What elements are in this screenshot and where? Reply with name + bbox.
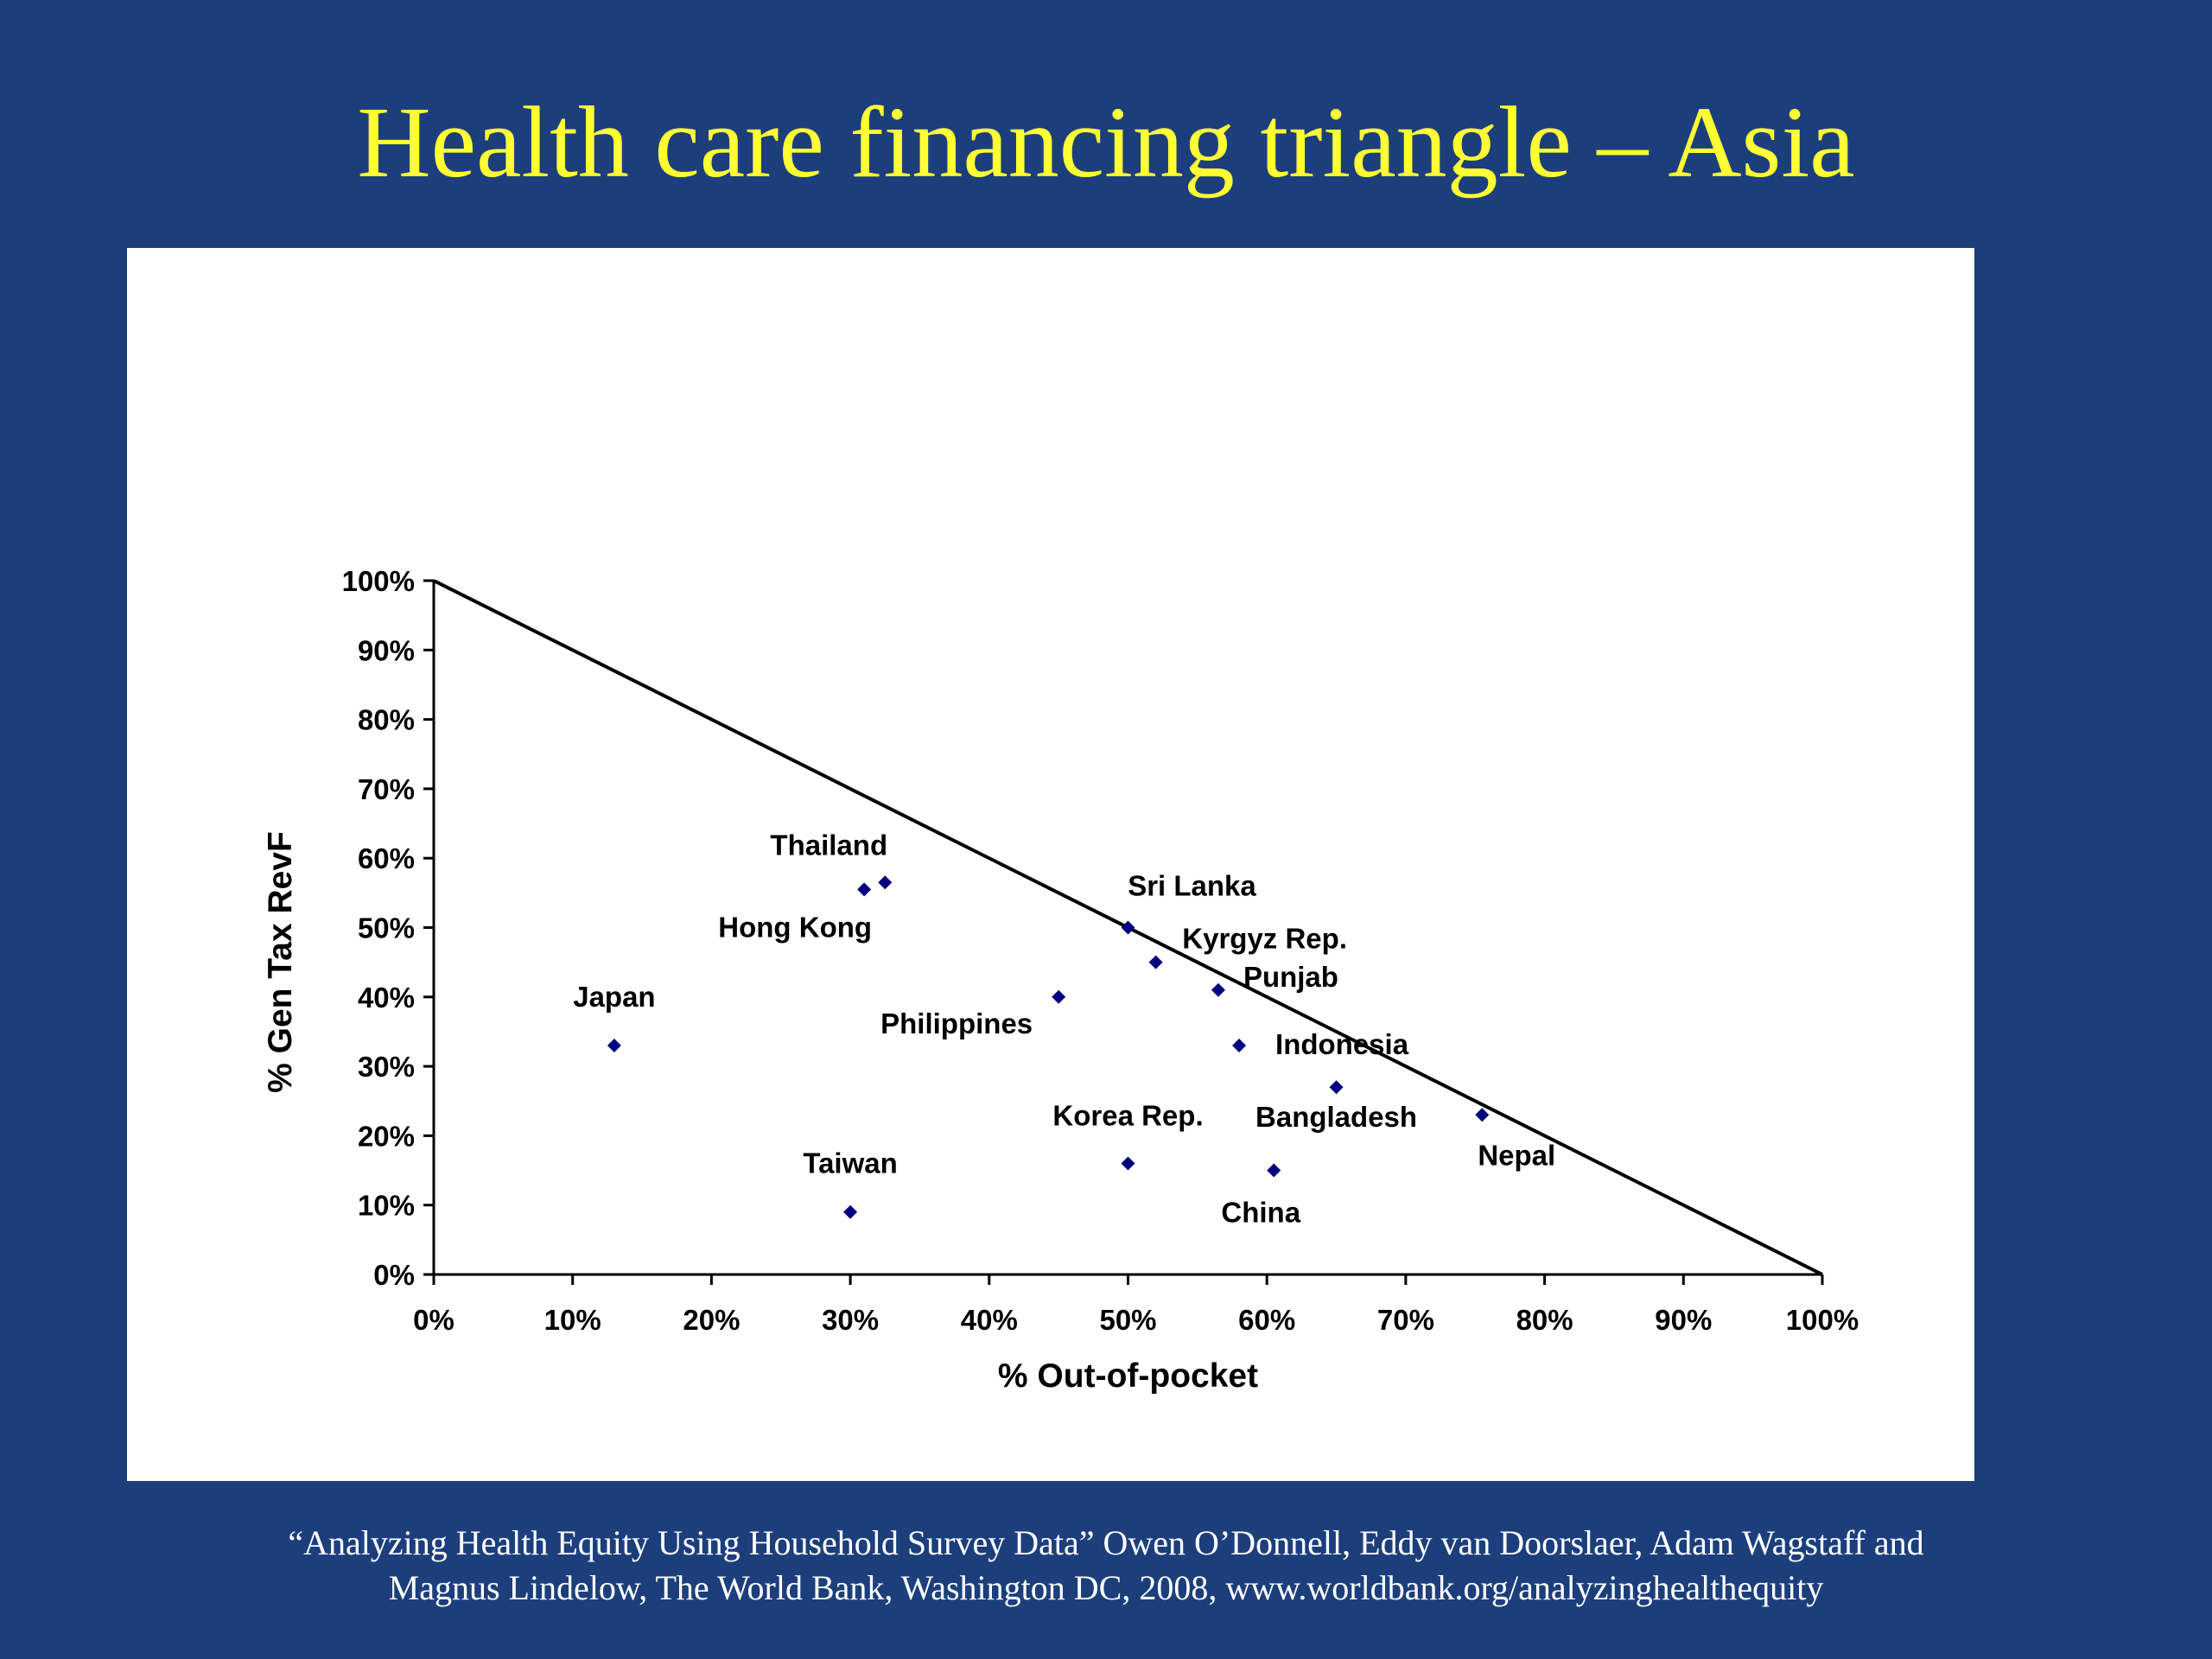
data-point xyxy=(1232,1039,1247,1053)
y-tick-label: 10% xyxy=(358,1190,415,1222)
data-point xyxy=(1148,955,1163,969)
point-label: Korea Rep. xyxy=(1052,1100,1203,1132)
point-label: Taiwan xyxy=(803,1147,897,1179)
x-tick-label: 80% xyxy=(1516,1304,1573,1336)
point-label: Punjab xyxy=(1243,961,1338,993)
slide-title: Health care financing triangle – Asia xyxy=(357,86,1855,199)
point-label: Thailand xyxy=(770,829,887,861)
y-tick-label: 90% xyxy=(358,634,415,666)
y-tick-label: 0% xyxy=(373,1259,415,1291)
x-tick-label: 100% xyxy=(1786,1304,1859,1336)
citation-line-1: “Analyzing Health Equity Using Household… xyxy=(288,1523,1924,1562)
point-label: Japan xyxy=(573,981,655,1013)
data-point xyxy=(857,882,872,897)
point-label: Indonesia xyxy=(1275,1028,1409,1060)
citation-line-2: Magnus Lindelow, The World Bank, Washing… xyxy=(388,1568,1824,1607)
chart-svg: 0% 10% 20% 30% 40% 50% 60% 70% 80% 90% 100% 0% 10% 20… xyxy=(262,565,1859,1395)
data-point xyxy=(607,1039,621,1053)
chart-panel: 0% 10% 20% 30% 40% 50% 60% 70% 80% 90% 100% 0% 10% 20… xyxy=(127,248,1974,1481)
point-label: Philippines xyxy=(880,1007,1033,1039)
citation: “Analyzing Health Equity Using Household… xyxy=(0,1521,2212,1611)
data-point xyxy=(843,1205,858,1219)
x-tick-label: 50% xyxy=(1099,1304,1156,1336)
y-tick-label: 50% xyxy=(358,912,415,944)
data-point xyxy=(1121,920,1135,935)
point-label: Sri Lanka xyxy=(1128,870,1256,902)
data-point xyxy=(1211,982,1225,997)
x-axis-title: % Out-of-pocket xyxy=(998,1357,1258,1395)
x-tick-label: 40% xyxy=(961,1304,1018,1336)
y-tick-label: 20% xyxy=(358,1120,415,1152)
data-point xyxy=(1121,1156,1135,1171)
x-tick-label: 90% xyxy=(1655,1304,1712,1336)
y-tick-label: 70% xyxy=(358,773,415,805)
data-point xyxy=(1267,1163,1281,1178)
y-tick-label: 100% xyxy=(342,565,415,597)
y-tick-label: 30% xyxy=(358,1051,415,1083)
x-tick-label: 10% xyxy=(544,1304,601,1336)
point-label: Hong Kong xyxy=(718,911,872,943)
y-tick-label: 80% xyxy=(358,704,415,736)
x-tick-label: 0% xyxy=(413,1304,454,1336)
x-tick-label: 60% xyxy=(1238,1304,1295,1336)
point-label: China xyxy=(1221,1197,1300,1229)
y-axis-title: % Gen Tax RevF xyxy=(262,831,299,1093)
data-point xyxy=(1052,989,1066,1004)
point-label: Kyrgyz Rep. xyxy=(1182,923,1347,955)
data-point xyxy=(1329,1080,1344,1095)
point-label: Nepal xyxy=(1478,1139,1555,1171)
x-tick-label: 30% xyxy=(822,1304,879,1336)
y-tick-label: 60% xyxy=(358,842,415,874)
x-tick-label: 20% xyxy=(683,1304,740,1336)
y-tick-label: 40% xyxy=(358,982,415,1014)
point-label: Bangladesh xyxy=(1255,1101,1417,1133)
data-point xyxy=(1475,1108,1490,1122)
data-point xyxy=(878,875,893,890)
x-tick-label: 70% xyxy=(1377,1304,1434,1336)
